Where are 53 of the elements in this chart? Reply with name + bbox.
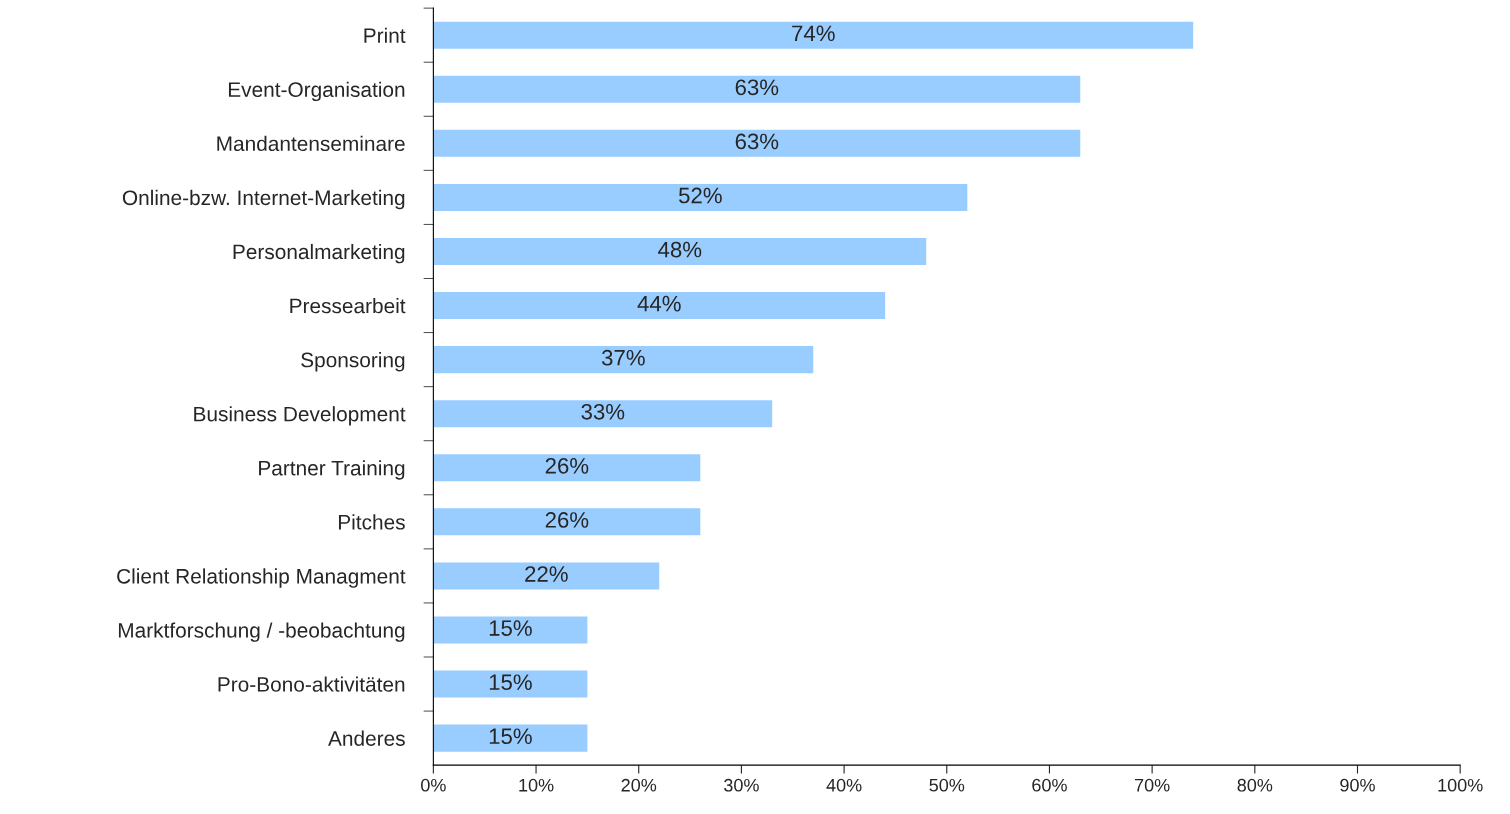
y-tick-label: Pressearbeit [290,297,406,314]
y-tick-label: Print [364,27,406,43]
y-tick-label: Partner Training [259,460,405,480]
data-label: 22% [525,566,568,582]
bar [433,400,773,428]
data-label: 52% [678,187,722,204]
x-tick-label: 10% [519,778,554,792]
bar [433,670,588,698]
bar [433,292,886,320]
bar [433,346,814,374]
bar [433,454,701,482]
x-tick-label: 100% [1438,778,1483,792]
y-tick-label: Anderes [328,730,405,746]
bar [433,237,927,265]
bar [433,508,701,536]
data-label: 48% [658,241,702,258]
x-tick-label: 80% [1237,778,1273,792]
x-tick-label: 50% [929,778,965,792]
data-label: 74% [792,25,835,42]
y-tick-label: Client Relationship Managment [117,568,406,588]
data-label: 37% [601,349,645,366]
x-tick-label: 90% [1340,778,1375,792]
y-tick-label: Online-bzw. Internet-Marketing [122,189,405,210]
x-tick-label: 0% [421,778,446,792]
y-tick-label: Sponsoring [301,352,405,372]
x-tick-label: 70% [1134,778,1170,792]
x-tick-label: 40% [826,778,862,792]
y-tick-label: Mandantenseminare [217,135,405,152]
data-label: 63% [735,133,779,150]
data-label: 15% [489,620,532,636]
data-label: 15% [489,728,532,745]
y-tick-label: Event-Organisation [228,81,405,102]
data-label: 15% [489,674,532,691]
y-tick-label: Pro-Bono-aktivitäten [218,676,405,692]
x-tick-label: 30% [724,778,759,792]
data-label: 26% [545,512,589,528]
y-tick-label: Business Development [194,406,406,426]
y-tick-label: Personalmarketing [233,243,405,264]
data-label: 44% [637,295,681,312]
y-tick-label: Marktforschung / -beobachtung [118,622,405,642]
bar [433,21,1194,49]
data-label: 33% [581,403,625,420]
x-tick-label: 20% [621,778,657,792]
x-tick-label: 60% [1032,778,1067,792]
y-tick-label: Pitches [338,514,405,530]
bar [433,562,660,590]
data-label: 26% [545,457,589,474]
bar [433,724,588,752]
bar [433,129,1081,157]
bar [433,616,588,644]
bar [433,183,968,211]
bar [433,75,1081,103]
data-label: 63% [735,79,779,96]
